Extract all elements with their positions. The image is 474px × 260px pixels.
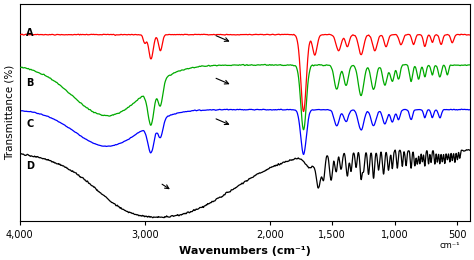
Text: B: B [26, 78, 33, 88]
Y-axis label: Transmittance (%): Transmittance (%) [4, 65, 14, 160]
X-axis label: Wavenumbers (cm⁻¹): Wavenumbers (cm⁻¹) [179, 246, 311, 256]
Text: D: D [26, 161, 34, 172]
Text: cm⁻¹: cm⁻¹ [439, 240, 460, 250]
Text: A: A [26, 28, 34, 38]
Text: C: C [26, 119, 33, 129]
